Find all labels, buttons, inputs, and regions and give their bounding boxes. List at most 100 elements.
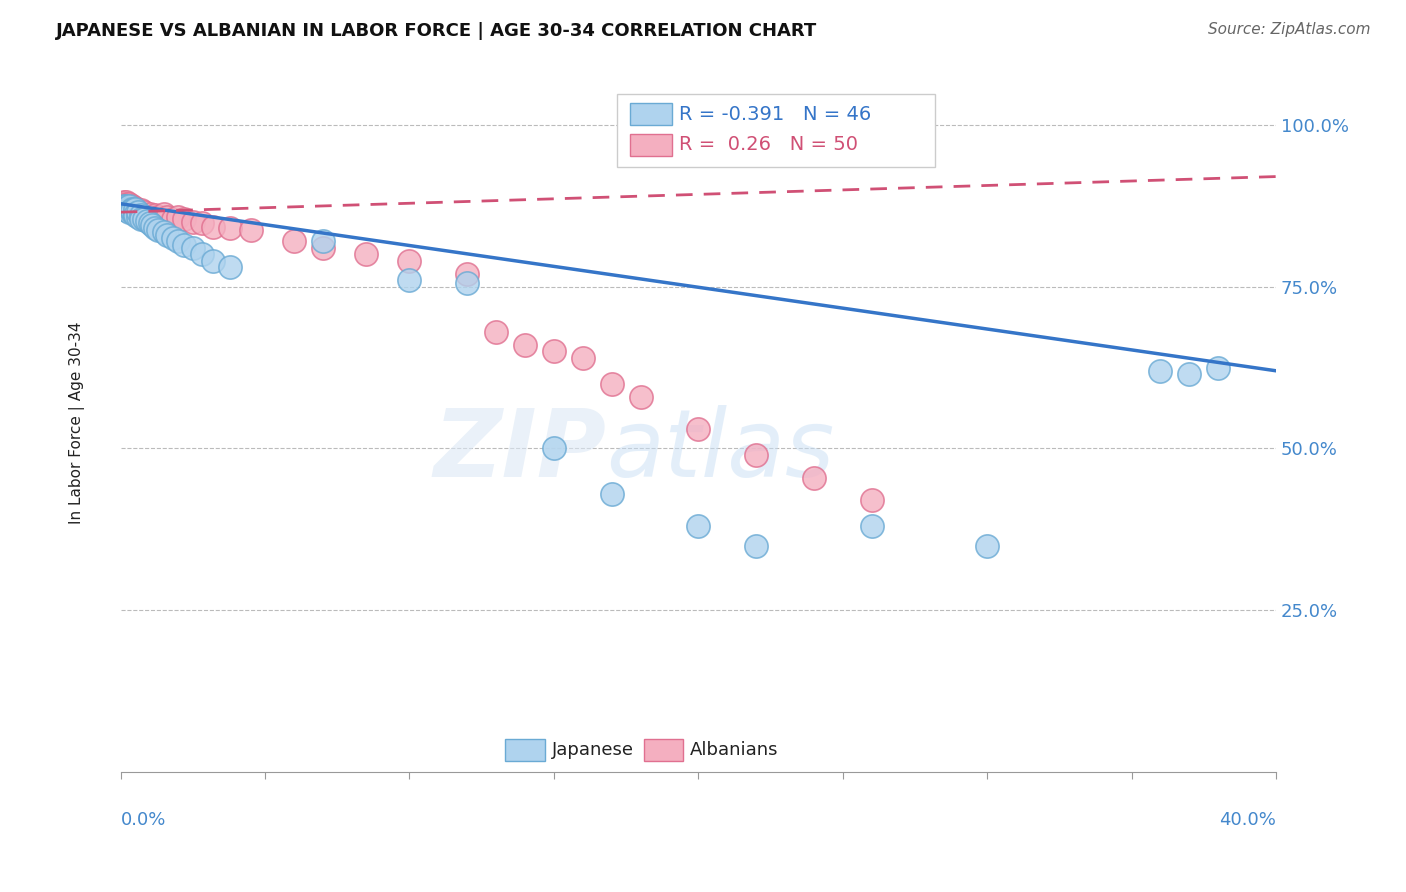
Point bbox=[167, 235, 190, 249]
Point bbox=[121, 199, 143, 213]
Point bbox=[156, 210, 179, 224]
Point bbox=[127, 207, 149, 221]
Point bbox=[124, 202, 146, 216]
Point bbox=[1206, 360, 1229, 375]
Point bbox=[456, 267, 478, 281]
Point bbox=[124, 202, 146, 216]
Point bbox=[124, 206, 146, 220]
Point bbox=[156, 227, 179, 242]
Point bbox=[121, 205, 143, 219]
Point bbox=[312, 235, 335, 249]
Point bbox=[112, 199, 135, 213]
Point bbox=[860, 519, 883, 533]
Point bbox=[115, 202, 138, 216]
Point bbox=[398, 253, 420, 268]
Point bbox=[354, 247, 377, 261]
Point bbox=[132, 211, 155, 226]
Point bbox=[121, 203, 143, 218]
Point bbox=[312, 241, 335, 255]
Point bbox=[112, 199, 135, 213]
Point bbox=[745, 539, 768, 553]
Point bbox=[121, 202, 143, 216]
Point bbox=[141, 210, 163, 224]
Text: 0.0%: 0.0% bbox=[121, 811, 166, 829]
Point bbox=[118, 205, 141, 219]
Point bbox=[115, 195, 138, 210]
Point bbox=[745, 448, 768, 462]
Point bbox=[112, 195, 135, 210]
Point bbox=[688, 422, 710, 436]
FancyBboxPatch shape bbox=[630, 134, 672, 156]
Point bbox=[127, 203, 149, 218]
Point bbox=[118, 202, 141, 216]
Point bbox=[976, 539, 998, 553]
Point bbox=[181, 215, 204, 229]
Point bbox=[485, 325, 508, 339]
Point bbox=[173, 237, 195, 252]
Point bbox=[688, 519, 710, 533]
Point bbox=[239, 222, 262, 236]
Point bbox=[148, 210, 170, 224]
Point bbox=[124, 208, 146, 222]
Point bbox=[115, 196, 138, 211]
FancyBboxPatch shape bbox=[630, 103, 672, 126]
Point bbox=[124, 201, 146, 215]
FancyBboxPatch shape bbox=[644, 739, 683, 761]
Point bbox=[115, 201, 138, 215]
Point bbox=[1178, 367, 1201, 381]
Point bbox=[153, 207, 176, 221]
Point bbox=[162, 211, 184, 226]
Point bbox=[141, 218, 163, 232]
Point bbox=[115, 199, 138, 213]
Text: Japanese: Japanese bbox=[551, 740, 634, 759]
Point bbox=[115, 203, 138, 218]
FancyBboxPatch shape bbox=[617, 94, 935, 168]
Point bbox=[118, 203, 141, 218]
Point bbox=[173, 211, 195, 226]
Point bbox=[138, 207, 160, 221]
Point bbox=[630, 390, 652, 404]
Text: atlas: atlas bbox=[606, 405, 834, 496]
Point bbox=[129, 207, 152, 221]
Point bbox=[600, 376, 623, 391]
Point bbox=[132, 205, 155, 219]
Point bbox=[143, 208, 166, 222]
Point bbox=[135, 213, 157, 227]
Point bbox=[112, 202, 135, 216]
Text: 40.0%: 40.0% bbox=[1219, 811, 1277, 829]
Point bbox=[543, 344, 565, 359]
Point bbox=[167, 210, 190, 224]
Point bbox=[860, 493, 883, 508]
Point bbox=[181, 241, 204, 255]
Point bbox=[571, 351, 593, 365]
Point bbox=[219, 221, 242, 235]
Point bbox=[202, 253, 225, 268]
Text: ZIP: ZIP bbox=[433, 405, 606, 497]
Point bbox=[1149, 364, 1171, 378]
Point bbox=[135, 210, 157, 224]
Point bbox=[129, 208, 152, 222]
Point bbox=[121, 200, 143, 214]
Point bbox=[153, 225, 176, 239]
Point bbox=[190, 247, 212, 261]
Point bbox=[124, 205, 146, 219]
Point bbox=[162, 231, 184, 245]
Point bbox=[138, 216, 160, 230]
Point bbox=[283, 235, 305, 249]
Point bbox=[132, 208, 155, 222]
Point bbox=[129, 211, 152, 226]
Point bbox=[127, 210, 149, 224]
Point bbox=[600, 487, 623, 501]
Text: Source: ZipAtlas.com: Source: ZipAtlas.com bbox=[1208, 22, 1371, 37]
Text: In Labor Force | Age 30-34: In Labor Force | Age 30-34 bbox=[69, 321, 84, 524]
Point bbox=[118, 196, 141, 211]
Point bbox=[543, 442, 565, 456]
Text: Albanians: Albanians bbox=[690, 740, 779, 759]
Point bbox=[398, 273, 420, 287]
Point bbox=[513, 338, 536, 352]
Point bbox=[148, 222, 170, 236]
Text: R = -0.391   N = 46: R = -0.391 N = 46 bbox=[679, 104, 870, 124]
Point bbox=[219, 260, 242, 275]
Point bbox=[121, 203, 143, 218]
Point bbox=[202, 220, 225, 235]
